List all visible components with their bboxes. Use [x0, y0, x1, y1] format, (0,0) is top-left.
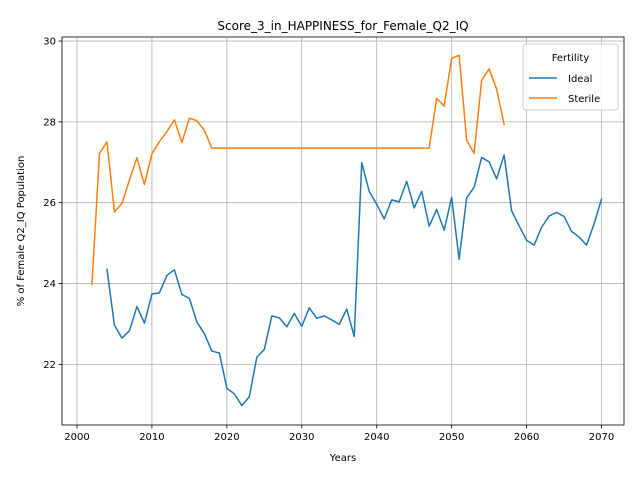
legend: Fertility Ideal Sterile [522, 43, 619, 111]
series-line-sterile [91, 54, 505, 286]
y-tick-label: 26 [43, 198, 56, 209]
x-tick-label: 2010 [139, 432, 164, 443]
axis-ticks: 2000 2010 2020 2030 2040 2050 2060 2070 22 24 26 28… [43, 37, 614, 443]
series-lines [91, 54, 603, 407]
chart-title: Score_3_in_HAPPINESS_for_Female_Q2_IQ [217, 19, 468, 33]
x-axis-label: Years [329, 453, 356, 464]
legend-label-ideal: Ideal [568, 74, 592, 85]
x-tick-label: 2060 [514, 432, 539, 443]
x-tick-label: 2000 [64, 432, 89, 443]
x-tick-label: 2050 [439, 432, 464, 443]
x-tick-label: 2030 [289, 432, 314, 443]
legend-box [522, 43, 619, 111]
y-tick-label: 28 [43, 117, 56, 128]
x-tick-label: 2020 [214, 432, 239, 443]
y-tick-label: 30 [43, 37, 56, 48]
y-axis-label: % of Female Q2_IQ Population [16, 156, 27, 307]
y-tick-label: 24 [43, 279, 56, 290]
legend-title: Fertility [552, 53, 590, 64]
legend-label-sterile: Sterile [568, 94, 600, 105]
series-line-ideal [106, 154, 603, 407]
x-tick-label: 2040 [364, 432, 389, 443]
plot-frame [61, 36, 625, 426]
x-tick-label: 2070 [589, 432, 614, 443]
grid [62, 37, 624, 425]
y-tick-label: 22 [43, 360, 56, 371]
